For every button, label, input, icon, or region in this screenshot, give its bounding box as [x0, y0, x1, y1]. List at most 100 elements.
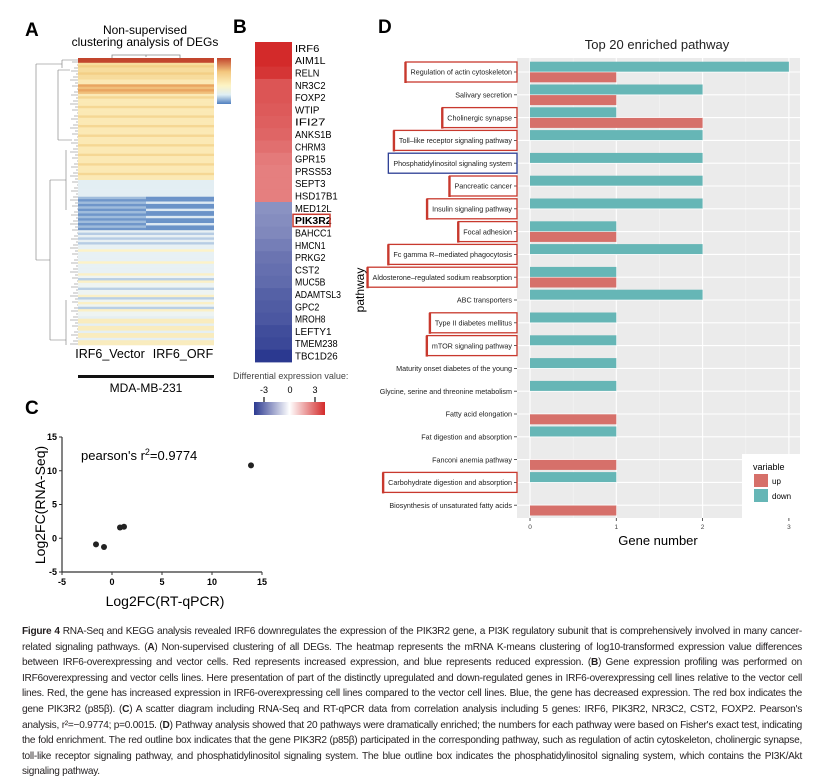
pathway-label: Toll–like receptor signaling pathway	[399, 136, 512, 145]
heatmap-b-cell	[255, 300, 292, 314]
heatmap-a-cell	[78, 227, 146, 231]
heatmap-a-cell	[78, 242, 146, 245]
legend: variable up down	[742, 454, 800, 518]
heatmap-a-cell	[146, 177, 214, 181]
heatmap-a-cell	[78, 206, 146, 209]
heatmap-a-cell	[78, 165, 146, 169]
gene-label: AIM1L	[295, 56, 326, 67]
heatmap-a-cell	[78, 306, 146, 310]
gene-label: ADAMTSL3	[295, 290, 341, 301]
heatmap-a-cell	[146, 294, 214, 298]
y-axis-label: pathway	[353, 268, 367, 313]
gene-label: SEPT3	[295, 179, 326, 190]
heatmap-a-cell	[78, 258, 146, 262]
pathway-label: Regulation of actin cytoskeleton	[411, 68, 513, 77]
heatmap-a-cell	[146, 74, 214, 78]
heatmap-a-cell	[146, 313, 214, 317]
heatmap-a-cell	[78, 163, 146, 166]
heatmap-a-cell	[146, 211, 214, 214]
heatmap-a-cell	[78, 105, 146, 109]
heatmap-a-cell	[146, 139, 214, 143]
panel-letter-c: C	[25, 398, 39, 419]
heatmap-a-cell	[78, 108, 146, 111]
heatmap-a-cell	[78, 65, 146, 68]
highlight-box	[292, 213, 331, 228]
heatmap-a-cell	[78, 151, 146, 154]
gene-label: MROH8	[295, 315, 326, 326]
heatmap-a-cell	[146, 105, 214, 109]
heatmap-a-cell	[146, 270, 214, 274]
heatmap-a-cell	[78, 270, 146, 274]
gene-label: NR3C2	[295, 81, 326, 92]
heatmap-a-cell	[78, 328, 146, 331]
legend-swatch-up	[754, 474, 768, 487]
heatmap-a-cell	[78, 335, 146, 339]
caption-text: ) Pathway analysis showed that 20 pathwa…	[22, 719, 803, 778]
heatmap-a-cell	[78, 72, 146, 76]
bar-down	[530, 221, 617, 232]
panel-d: D Top 20 enriched pathway Regulation of a…	[353, 17, 800, 548]
bar-up	[530, 231, 617, 242]
heatmap-a-cell	[146, 299, 214, 303]
heatmap-a-cell	[78, 278, 146, 281]
gene-label: PRSS53	[295, 167, 332, 178]
gene-label: CST2	[295, 265, 320, 276]
gene-label: PRKG2	[295, 253, 326, 264]
heatmap-a-cell	[146, 289, 214, 293]
heatmap-a-cell	[146, 77, 214, 80]
heatmap-a-cell	[78, 60, 146, 64]
legend-b-tick: -3	[260, 385, 268, 395]
x-tick-label: 0	[528, 524, 532, 531]
heatmap-a-cell	[146, 309, 214, 312]
heatmap-a-cell	[146, 182, 214, 186]
heatmap-a-title-line2: clustering analysis of DEGs	[72, 35, 219, 49]
heatmap-a-cell	[78, 58, 146, 61]
pathway-label: Phosphatidylinositol signaling system	[393, 159, 512, 168]
legend-b-tick: 3	[312, 385, 317, 395]
y-tick-label: 10	[47, 466, 57, 476]
heatmap-a-cell	[146, 187, 214, 190]
heatmap-a-cell	[146, 136, 214, 140]
heatmap-a-cell	[78, 74, 146, 78]
heatmap-a-cell	[146, 165, 214, 169]
bar-down	[530, 472, 617, 483]
pathway-label: Pancreatic cancer	[454, 182, 512, 191]
heatmap-a-cell	[78, 289, 146, 293]
heatmap-a-cell	[146, 316, 214, 319]
y-axis-label: Log2FC(RNA-Seq)	[32, 446, 48, 564]
caption-label: D	[162, 719, 170, 731]
pathway-label: ABC transporters	[457, 296, 513, 305]
heatmap-a-cell	[78, 280, 146, 284]
heatmap-a-cell	[146, 254, 214, 257]
heatmap-a-cell	[78, 96, 146, 99]
heatmap-a-cell	[78, 297, 146, 300]
y-tick-label: 5	[52, 500, 57, 510]
bar-down	[530, 244, 703, 255]
pathway-label: Insulin signaling pathway	[432, 205, 512, 214]
bar-down	[530, 266, 617, 277]
heatmap-a-cell	[78, 184, 146, 188]
heatmap-b-cell	[255, 115, 292, 129]
heatmap-a-cell	[146, 158, 214, 162]
heatmap-a-cell	[78, 132, 146, 135]
heatmap-a-cell	[146, 201, 214, 205]
heatmap-a-cell	[146, 321, 214, 324]
gene-label: IRF6	[295, 44, 320, 55]
heatmap-a-cell	[146, 242, 214, 245]
pathway-label: Maturity onset diabetes of the young	[396, 364, 512, 373]
heatmap-a-cell	[146, 81, 214, 85]
x-tick-label: 10	[207, 577, 217, 587]
heatmap-a-cell	[78, 309, 146, 312]
heatmap-b-cell	[255, 337, 292, 351]
heatmap-a-cell	[146, 60, 214, 64]
dendrogram-branches	[35, 59, 78, 345]
x-tick-label: 1	[614, 524, 618, 531]
column-label-orf: IRF6_ORF	[153, 347, 214, 361]
gene-label: LEFTY1	[295, 327, 332, 338]
heatmap-a-cell	[146, 122, 214, 126]
heatmap-b-cell	[255, 78, 292, 92]
heatmap-a-cell	[78, 234, 146, 238]
heatmap-a-cell	[146, 239, 214, 243]
blue-outline-box	[387, 152, 518, 174]
